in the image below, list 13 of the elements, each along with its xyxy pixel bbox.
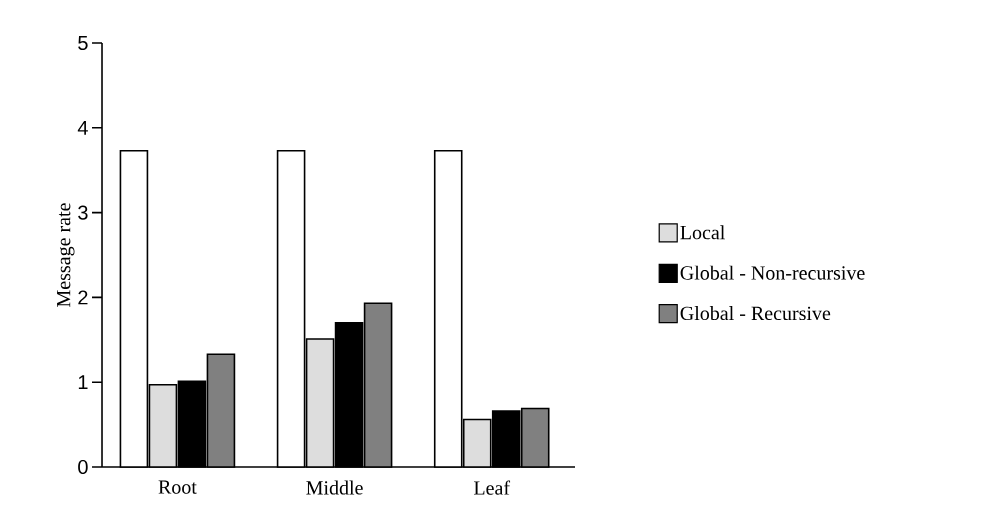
legend-label: Global - Non-recursive [680,265,865,280]
y-tick-label: 2 [78,290,88,305]
x-tick-label: Root [158,480,197,494]
legend-label: Global - Recursive [680,306,831,321]
y-tick-label: 1 [78,375,88,390]
y-tick-label: 5 [78,36,88,50]
y-axis-title: Message rate [57,203,75,307]
y-tick-label: 3 [78,205,88,220]
x-tick-label: Leaf [473,480,511,495]
x-tick-label: Middle [306,480,363,495]
legend-label: Local [680,225,725,240]
y-tick-label: 0 [78,459,88,475]
y-tick-label: 4 [77,120,88,135]
